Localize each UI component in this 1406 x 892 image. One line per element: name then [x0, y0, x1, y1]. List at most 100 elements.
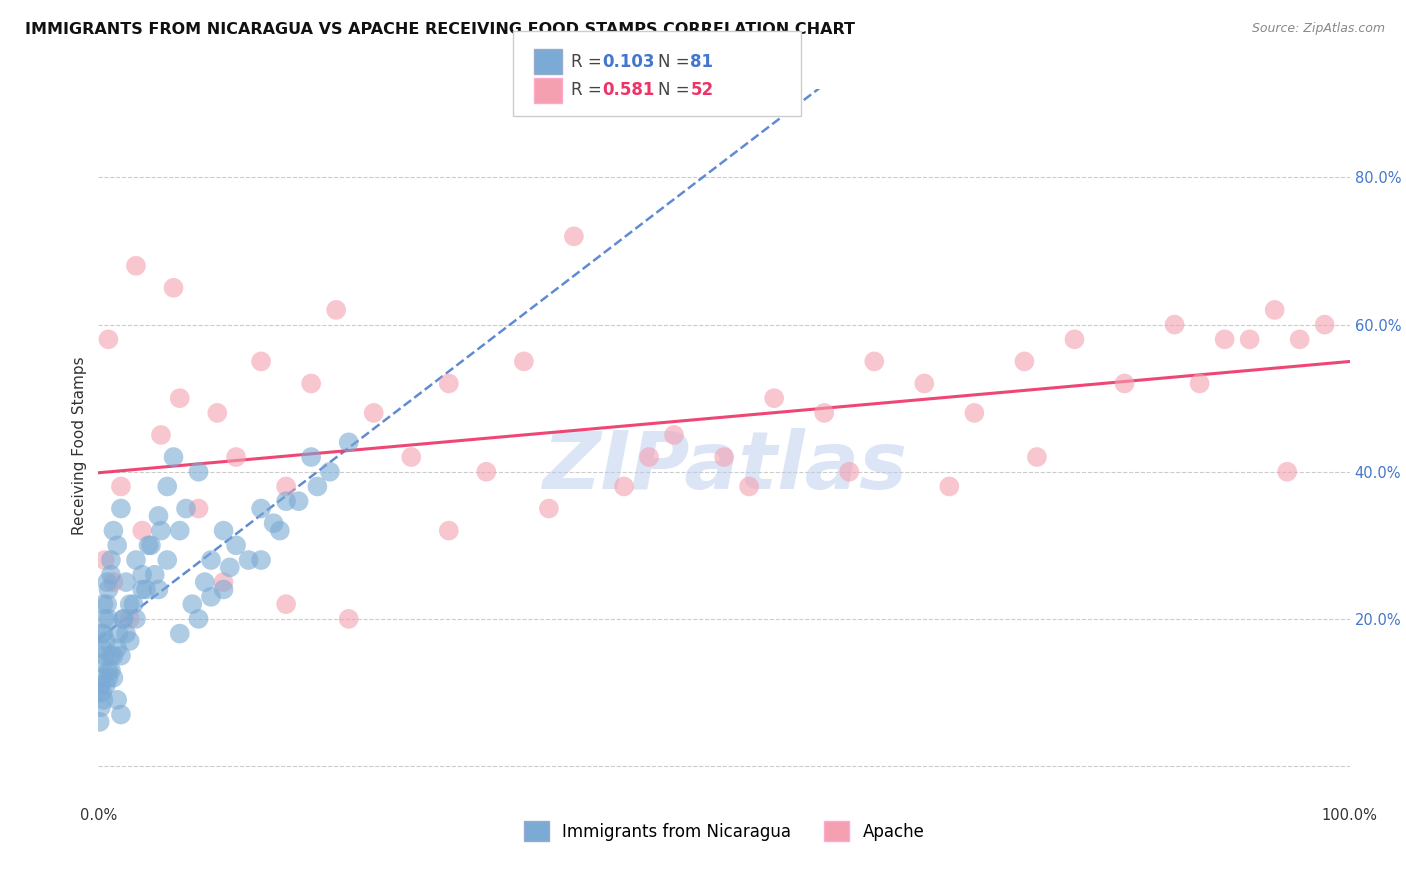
- Point: [100, 553, 122, 567]
- Point: [1313, 318, 1336, 332]
- Point: [94, 678, 117, 692]
- Y-axis label: Receiving Food Stamps: Receiving Food Stamps: [72, 357, 87, 535]
- Point: [105, 538, 128, 552]
- Point: [90, 678, 112, 692]
- Point: [250, 354, 273, 368]
- Point: [125, 259, 148, 273]
- Point: [93, 626, 115, 640]
- Point: [112, 612, 135, 626]
- Point: [169, 524, 191, 538]
- Text: 0.581: 0.581: [602, 81, 654, 99]
- Point: [90, 671, 112, 685]
- Point: [187, 465, 209, 479]
- Point: [263, 516, 285, 531]
- Point: [212, 524, 235, 538]
- Point: [713, 450, 735, 464]
- Point: [118, 597, 141, 611]
- Point: [325, 302, 347, 317]
- Point: [207, 406, 229, 420]
- Point: [938, 479, 960, 493]
- Point: [97, 332, 120, 346]
- Point: [863, 354, 886, 368]
- Point: [212, 582, 235, 597]
- Point: [94, 634, 117, 648]
- Point: [513, 354, 536, 368]
- Point: [118, 634, 141, 648]
- Point: [274, 479, 298, 493]
- Point: [1063, 332, 1085, 346]
- Point: [110, 707, 132, 722]
- Point: [156, 479, 179, 493]
- Point: [93, 553, 115, 567]
- Point: [97, 582, 120, 597]
- Point: [169, 626, 191, 640]
- Point: [475, 465, 498, 479]
- Point: [174, 501, 197, 516]
- Point: [212, 575, 235, 590]
- Point: [103, 524, 125, 538]
- Point: [537, 501, 560, 516]
- Point: [662, 428, 685, 442]
- Text: Source: ZipAtlas.com: Source: ZipAtlas.com: [1251, 22, 1385, 36]
- Point: [91, 641, 114, 656]
- Point: [274, 597, 298, 611]
- Point: [181, 597, 204, 611]
- Point: [100, 567, 122, 582]
- Text: R =: R =: [571, 81, 607, 99]
- Point: [100, 664, 122, 678]
- Point: [148, 582, 170, 597]
- Point: [1114, 376, 1136, 391]
- Point: [112, 612, 135, 626]
- Text: 52: 52: [690, 81, 713, 99]
- Point: [287, 494, 309, 508]
- Point: [131, 582, 153, 597]
- Text: IMMIGRANTS FROM NICARAGUA VS APACHE RECEIVING FOOD STAMPS CORRELATION CHART: IMMIGRANTS FROM NICARAGUA VS APACHE RECE…: [25, 22, 855, 37]
- Point: [225, 538, 247, 552]
- Point: [299, 376, 322, 391]
- Point: [103, 575, 125, 590]
- Point: [105, 693, 128, 707]
- Point: [912, 376, 935, 391]
- Point: [96, 597, 118, 611]
- Text: ZIPatlas: ZIPatlas: [541, 428, 907, 507]
- Point: [122, 597, 145, 611]
- Point: [143, 567, 166, 582]
- Point: [89, 685, 111, 699]
- Point: [200, 553, 222, 567]
- Point: [131, 524, 153, 538]
- Point: [156, 553, 179, 567]
- Point: [107, 626, 129, 640]
- Point: [105, 641, 128, 656]
- Text: N =: N =: [658, 81, 695, 99]
- Point: [437, 524, 460, 538]
- Text: R =: R =: [571, 53, 607, 70]
- Point: [93, 597, 115, 611]
- Point: [125, 612, 148, 626]
- Point: [91, 626, 114, 640]
- Legend: Immigrants from Nicaragua, Apache: Immigrants from Nicaragua, Apache: [517, 814, 931, 848]
- Point: [269, 524, 291, 538]
- Point: [139, 538, 162, 552]
- Point: [738, 479, 761, 493]
- Point: [218, 560, 240, 574]
- Point: [100, 648, 122, 663]
- Point: [813, 406, 835, 420]
- Point: [97, 671, 120, 685]
- Point: [1163, 318, 1185, 332]
- Text: 81: 81: [690, 53, 713, 70]
- Point: [1014, 354, 1036, 368]
- Point: [562, 229, 585, 244]
- Point: [97, 612, 120, 626]
- Point: [115, 626, 138, 640]
- Point: [963, 406, 986, 420]
- Point: [838, 465, 860, 479]
- Point: [131, 567, 153, 582]
- Point: [187, 501, 209, 516]
- Point: [89, 714, 111, 729]
- Point: [225, 450, 247, 464]
- Point: [162, 281, 184, 295]
- Point: [115, 575, 138, 590]
- Point: [93, 612, 115, 626]
- Point: [337, 435, 360, 450]
- Point: [238, 553, 260, 567]
